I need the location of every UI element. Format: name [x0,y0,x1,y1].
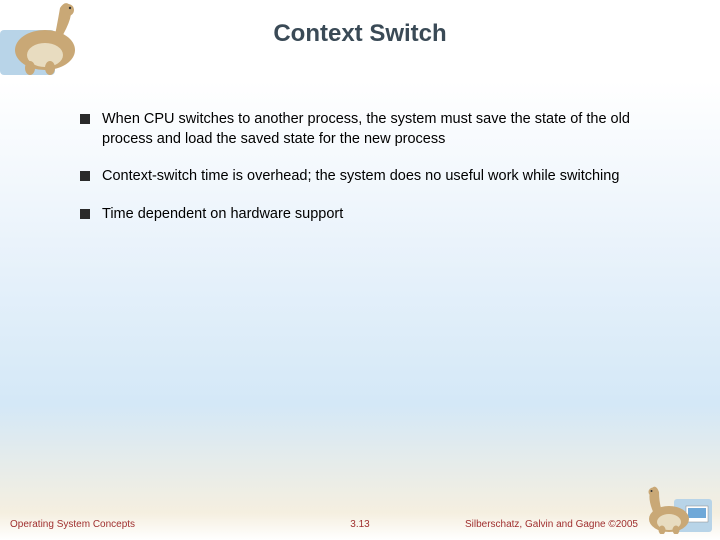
bullet-item: When CPU switches to another process, th… [80,110,660,149]
slide-footer: Operating System Concepts 3.13 Silbersch… [0,510,720,530]
bullet-text: Time dependent on hardware support [102,205,343,225]
slide-title: Context Switch [0,20,720,48]
square-bullet-icon [80,209,90,219]
bullet-text: Context-switch time is overhead; the sys… [102,167,619,187]
square-bullet-icon [80,171,90,181]
bullet-text: When CPU switches to another process, th… [102,110,660,149]
bullet-item: Time dependent on hardware support [80,205,660,225]
dinosaur-logo-bottom [644,484,714,534]
slide-content: When CPU switches to another process, th… [80,110,660,242]
square-bullet-icon [80,114,90,124]
footer-copyright: Silberschatz, Galvin and Gagne ©2005 [465,519,638,530]
bullet-item: Context-switch time is overhead; the sys… [80,167,660,187]
